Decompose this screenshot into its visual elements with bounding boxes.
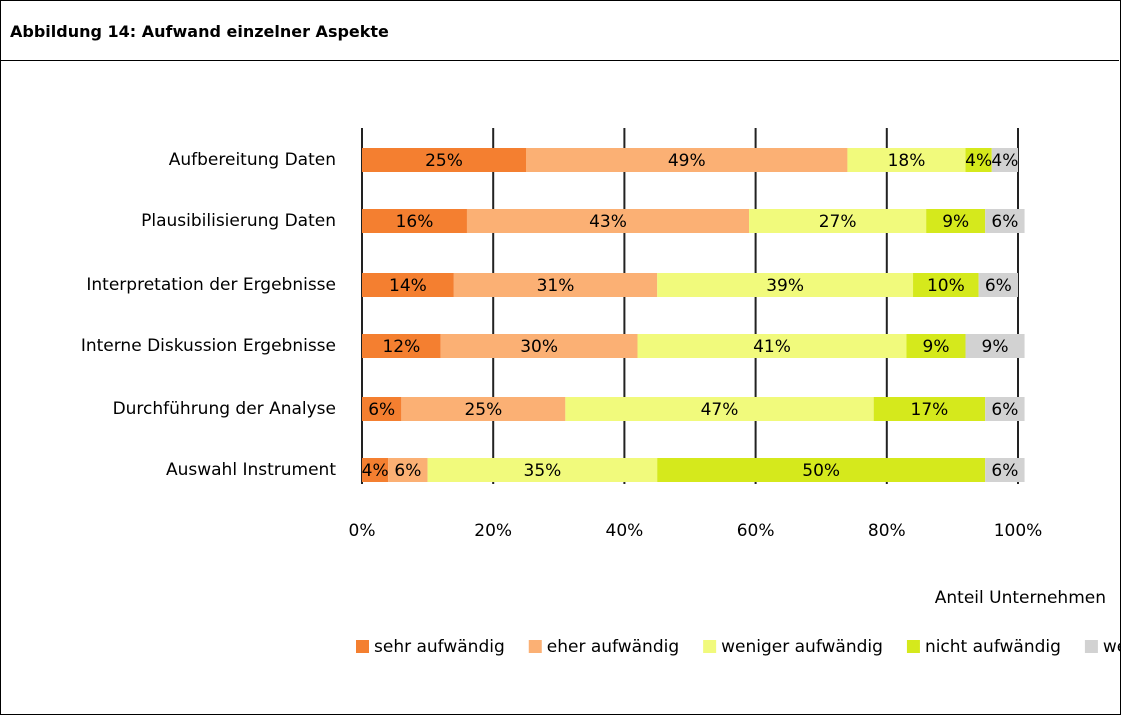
bar-segment	[913, 273, 979, 297]
value-label: 4%	[991, 151, 1018, 171]
value-label: 14%	[389, 276, 427, 296]
bar-segment	[466, 209, 750, 233]
value-label: 25%	[425, 151, 463, 171]
bar-segment	[362, 273, 454, 297]
legend-swatch	[703, 640, 717, 653]
value-label: 27%	[819, 212, 857, 232]
value-label: 6%	[368, 400, 395, 420]
value-label: 9%	[942, 212, 969, 232]
bar-segment	[362, 209, 467, 233]
bar-segment	[657, 458, 986, 482]
y-tick-label: Auswahl Instrument	[166, 460, 336, 480]
value-label: 47%	[701, 400, 739, 420]
bar-segment	[401, 397, 566, 421]
bar-segment	[978, 273, 1018, 297]
legend-swatch	[1084, 640, 1098, 653]
header: Abbildung 14: Aufwand einzelner Aspekte	[0, 0, 1119, 61]
bar-segment	[362, 397, 402, 421]
bar-segment	[985, 458, 1025, 482]
bar-segment	[637, 334, 907, 358]
bar-segment	[985, 397, 1025, 421]
value-label: 17%	[911, 400, 949, 420]
bar-segment	[657, 273, 914, 297]
bar-segment	[362, 458, 389, 482]
bar-segment	[362, 334, 441, 358]
value-label: 9%	[982, 337, 1009, 357]
value-label: 31%	[537, 276, 575, 296]
value-label: 6%	[394, 461, 421, 481]
y-tick-label: Interne Diskussion Ergebnisse	[81, 336, 336, 356]
y-tick-label: Interpretation der Ergebnisse	[86, 275, 336, 295]
value-label: 6%	[991, 212, 1018, 232]
bar-segment	[965, 334, 1025, 358]
bar-segment	[926, 209, 986, 233]
value-label: 50%	[802, 461, 840, 481]
bar-segment	[440, 334, 638, 358]
legend-label: eher aufwändig	[547, 637, 679, 657]
bar-segment	[453, 273, 658, 297]
x-tick-label: 80%	[868, 521, 906, 541]
y-tick-label: Plausibilisierung Daten	[141, 211, 336, 231]
value-label: 6%	[985, 276, 1012, 296]
bar-segment	[388, 458, 428, 482]
value-label: 30%	[520, 337, 558, 357]
value-label: 43%	[589, 212, 627, 232]
value-label: 41%	[753, 337, 791, 357]
bar-segment	[991, 148, 1018, 172]
legend-label: nicht aufwändig	[925, 637, 1061, 657]
bar-segment	[565, 397, 874, 421]
value-label: 16%	[396, 212, 434, 232]
legend-swatch	[906, 640, 920, 653]
y-tick-label: Aufbereitung Daten	[169, 150, 336, 170]
value-label: 12%	[382, 337, 420, 357]
chart-title: Abbildung 14: Aufwand einzelner Aspekte	[10, 22, 389, 41]
y-tick-label: Durchführung der Analyse	[113, 399, 336, 419]
bar-segment	[847, 148, 966, 172]
legend-swatch	[528, 640, 542, 653]
bar-segment	[427, 458, 658, 482]
value-label: 39%	[766, 276, 804, 296]
legend-swatch	[356, 640, 369, 653]
bar-segment	[362, 148, 526, 172]
axis-title: Anteil Unternehmen	[935, 588, 1106, 608]
x-tick-label: 100%	[994, 521, 1043, 541]
legend-label: weiss nicht	[1103, 637, 1121, 657]
x-tick-label: 20%	[474, 521, 512, 541]
legend-label: weniger aufwändig	[721, 637, 883, 657]
value-label: 4%	[965, 151, 992, 171]
bar-segment	[985, 209, 1025, 233]
value-label: 35%	[524, 461, 562, 481]
value-label: 49%	[668, 151, 706, 171]
bar-segment	[965, 148, 992, 172]
value-label: 10%	[927, 276, 965, 296]
value-label: 6%	[991, 461, 1018, 481]
x-tick-label: 60%	[737, 521, 775, 541]
value-label: 18%	[888, 151, 926, 171]
bar-segment	[526, 148, 848, 172]
x-tick-label: 0%	[349, 521, 376, 541]
value-label: 9%	[923, 337, 950, 357]
bar-segment	[873, 397, 986, 421]
legend-label: sehr aufwändig	[374, 637, 505, 657]
value-label: 4%	[362, 461, 389, 481]
bar-segment	[906, 334, 966, 358]
value-label: 6%	[991, 400, 1018, 420]
bar-segment	[749, 209, 927, 233]
x-tick-label: 40%	[606, 521, 644, 541]
value-label: 25%	[464, 400, 502, 420]
